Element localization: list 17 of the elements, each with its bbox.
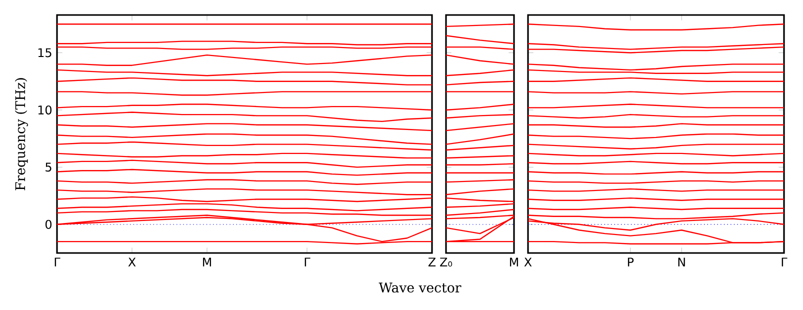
x-tick-label: M <box>510 258 518 266</box>
x-tick-label: Γ <box>782 258 788 266</box>
x-tick-label: Γ <box>304 258 310 266</box>
x-tick-label: P <box>628 258 634 266</box>
y-tick-label: 15 <box>38 48 52 58</box>
x-tick-label: X <box>524 258 532 266</box>
x-tick-label: M <box>203 258 211 266</box>
x-tick-label: N <box>678 258 685 266</box>
x-axis-title: Wave vector <box>378 282 462 293</box>
x-tick-label: Z₀ <box>440 258 452 266</box>
y-tick-label: 10 <box>38 105 52 114</box>
y-tick-label: 0 <box>45 220 52 229</box>
y-axis-title: Frequency (THz) <box>14 78 28 190</box>
y-tick-label: 5 <box>46 162 52 172</box>
x-tick-label: X <box>128 258 136 266</box>
x-tick-label: Z <box>428 258 436 266</box>
x-tick-label: Γ <box>54 258 60 266</box>
